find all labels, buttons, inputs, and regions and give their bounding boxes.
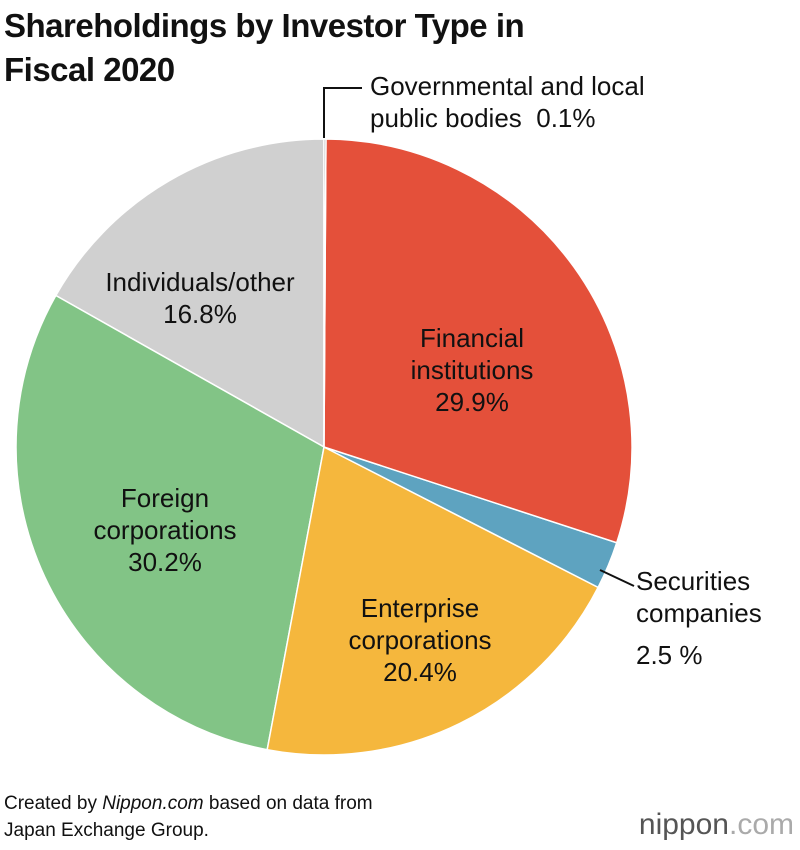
pie-slice — [54, 138, 325, 449]
category-label: Individuals/other — [105, 267, 295, 297]
source-site: Nippon.com — [102, 793, 204, 814]
slice-label: Enterprise corporations 20.4% — [348, 592, 491, 688]
value-label: 29.9% — [435, 387, 509, 417]
logo-text: nippon — [638, 808, 729, 841]
chart-title: Shareholdings by Investor Type in Fiscal… — [4, 7, 525, 88]
slice-label: Governmental and local public bodies 0.1… — [370, 70, 645, 134]
slice-label: Financial institutions 29.9% — [411, 322, 534, 418]
value-label: 20.4% — [383, 657, 457, 687]
value-label: 2.5 % — [636, 640, 703, 670]
logo: nippon.com — [639, 808, 794, 842]
logo-text: .com — [728, 808, 794, 841]
category-label: Foreign corporations — [93, 483, 237, 545]
pie-slice — [323, 138, 327, 448]
pie-slice — [266, 445, 600, 756]
leader-line — [599, 569, 635, 587]
source-note: Created by Nippon.com based on data from… — [4, 790, 373, 844]
pie-slice — [323, 138, 633, 544]
source-text: Created by — [4, 793, 97, 814]
source-text: based on data from Japan Exchange Group. — [4, 793, 373, 841]
value-label: 30.2% — [128, 547, 202, 577]
value-label: 0.1% — [536, 103, 596, 133]
category-label: Securities companies — [636, 566, 762, 628]
category-label: Governmental and local public bodies — [370, 71, 645, 133]
slice-label: Foreign corporations 30.2% — [93, 482, 236, 578]
leader-line — [323, 87, 362, 138]
slice-label: Individuals/other 16.8% — [105, 266, 294, 330]
pie-slice — [15, 294, 325, 751]
category-label: Enterprise corporations — [348, 593, 492, 655]
value-label: 16.8% — [163, 299, 237, 329]
slice-label: Securities companies 2.5 % — [636, 565, 762, 671]
category-label: Financial institutions — [410, 323, 534, 385]
